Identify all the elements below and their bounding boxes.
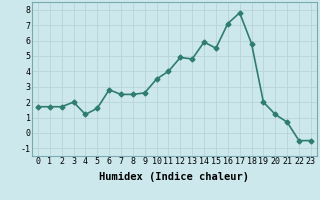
X-axis label: Humidex (Indice chaleur): Humidex (Indice chaleur) [100, 172, 249, 182]
